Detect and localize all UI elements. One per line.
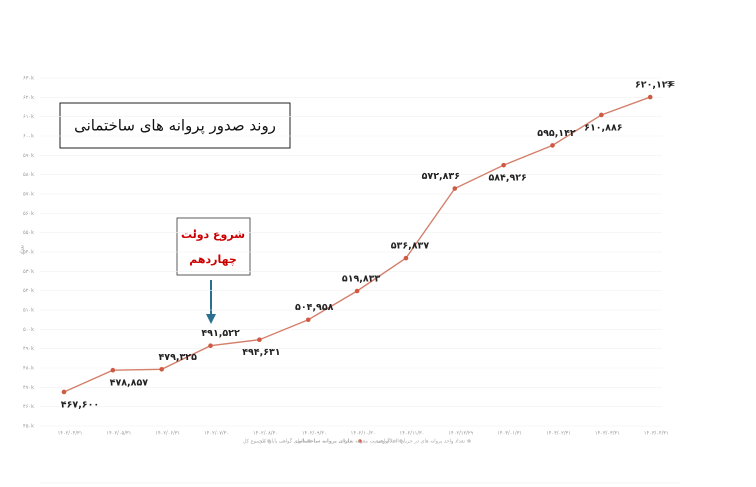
legend-marker [467, 439, 471, 443]
y-tick-label: ۴۸۰k [23, 366, 34, 372]
x-tick-label: ۱۴۰۲/۰۸/۳۰ [253, 431, 278, 437]
legend-item[interactable]: دارای گواهی پایان کار [259, 438, 305, 445]
data-point [403, 255, 409, 261]
y-tick-label: ۶۲۰k [23, 95, 34, 101]
legend-marker [267, 439, 271, 443]
data-label: ۵۰۴,۹۵۸ [295, 302, 334, 313]
x-tick-label: ۱۴۰۲/۰۵/۳۱ [106, 431, 131, 437]
x-tick-label: ۱۴۰۲/۱۰/۳۰ [351, 431, 376, 437]
y-tick-label: ۵۷۰k [23, 192, 34, 198]
x-tick-label: ۱۴۰۲/۱۱/۳۰ [400, 431, 425, 437]
data-point [208, 343, 213, 349]
data-point [550, 143, 555, 148]
y-tick-label: ۴۷۰k [23, 385, 34, 391]
x-tick-label: ۱۴۰۲/۰۷/۳۰ [204, 431, 229, 437]
data-label: ۵۷۲,۸۳۶ [422, 171, 460, 182]
data-label: ۵۳۶,۸۳۷ [391, 241, 430, 252]
data-point [452, 186, 458, 191]
data-label: ۴۹۱,۵۲۲ [201, 328, 240, 339]
y-tick-label: ۶۰۰k [23, 134, 34, 140]
x-tick-label: ۱۴۰۳/۰۴/۳۱ [644, 431, 669, 437]
annotation: شروع دولت [181, 228, 245, 241]
annotation-box [176, 217, 251, 276]
x-tick-label: ۱۴۰۲/۱۲/۲۹ [448, 431, 473, 437]
legend-item[interactable]: دارای پروانه ساختمانی [296, 439, 353, 445]
data-point [305, 317, 311, 323]
y-tick-label: ۵۱۰k [23, 308, 34, 314]
legend-item[interactable]: مجموع کل [243, 439, 265, 445]
x-tick-label: ۱۴۰۲/۰۹/۳۰ [302, 431, 327, 437]
legend-item[interactable]: اعلام وضعیت معوقه شده [344, 439, 397, 445]
y-tick-label: ۵۶۰k [23, 211, 34, 217]
annotation-arrowhead [206, 314, 216, 324]
legend-item[interactable]: تعداد واحد پروانه های در جریان اخذ گواهی [377, 438, 466, 445]
data-label: ۵۸۴,۹۲۶ [488, 173, 526, 184]
data-point [61, 389, 67, 395]
data-label: ۶۲۰,۱۲۶ [635, 80, 673, 91]
x-tick-label: ۱۴۰۲/۰۶/۳۱ [155, 431, 180, 437]
y-tick-label: ۴۶۰k [23, 404, 34, 410]
data-label: ۵۱۹,۸۳۳ [342, 273, 381, 284]
x-tick-label: ۱۴۰۲/۰۴/۳۱ [58, 431, 83, 437]
data-label: ۵۹۵,۱۴۲ [537, 128, 576, 139]
y-tick-label: ۵۸۰k [23, 172, 34, 178]
x-tick-label: ۱۴۰۳/۰۱/۳۱ [497, 431, 522, 437]
data-label: ۴۷۸,۸۵۷ [110, 378, 149, 389]
y-tick-label: ۵۰۰k [23, 327, 34, 333]
x-tick-label: ۱۴۰۳/۰۳/۳۱ [595, 431, 620, 437]
legend-marker [358, 439, 362, 443]
data-point [354, 288, 360, 294]
data-point [110, 367, 116, 373]
y-axis-title: تعداد [20, 244, 26, 255]
legend-marker [307, 439, 311, 443]
y-tick-label: ۵۵۰k [23, 230, 34, 236]
title-box [59, 102, 291, 149]
legend-marker [399, 439, 403, 443]
data-point [501, 162, 506, 168]
y-tick-label: ۴۵۰k [23, 424, 34, 430]
y-tick-label: ۴۹۰k [23, 346, 34, 352]
y-tick-label: ۵۴۰k [23, 250, 34, 256]
y-tick-label: ۵۹۰k [23, 153, 34, 159]
data-label: ۴۹۴,۶۳۱ [242, 347, 280, 358]
data-point [257, 337, 262, 343]
data-label: ۶۱۰,۸۸۶ [584, 122, 622, 133]
y-tick-label: ۶۱۰k [23, 114, 34, 120]
data-label: ۴۶۷,۶۰۰ [61, 399, 99, 410]
data-point [647, 94, 653, 100]
y-tick-label: ۶۳۰k [23, 76, 34, 82]
x-tick-label: ۱۴۰۳/۰۲/۳۱ [546, 431, 571, 437]
y-tick-label: ۵۳۰k [23, 269, 34, 275]
annotation: چهاردهم [189, 253, 237, 266]
chart-title: روند صدور پروانه های ساختمانی [74, 117, 276, 136]
data-point [599, 112, 604, 118]
menu-icon[interactable]: ≡ [666, 77, 675, 90]
data-label: ۴۷۹,۳۲۵ [158, 352, 197, 363]
y-tick-label: ۵۲۰k [23, 288, 34, 294]
data-point [159, 367, 164, 372]
